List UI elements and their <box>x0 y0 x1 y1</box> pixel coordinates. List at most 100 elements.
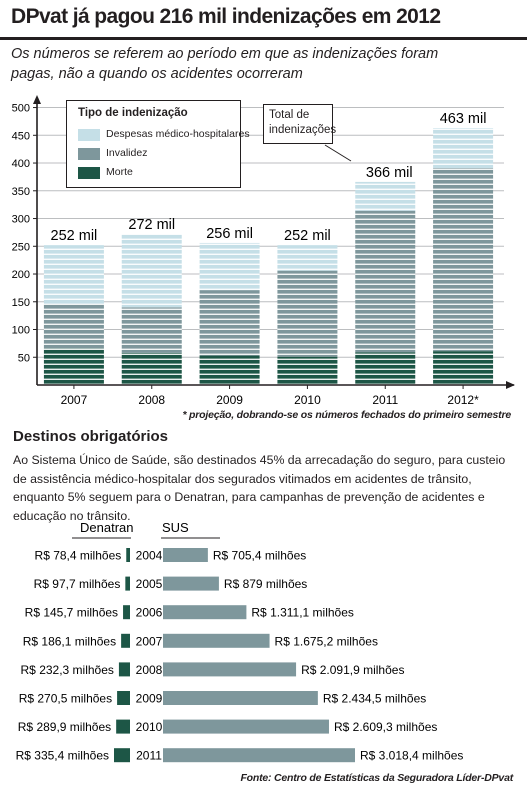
sus-value-label: R$ 879 milhões <box>224 577 307 591</box>
destination-bar-chart: Denatran SUS R$ 78,4 milhões 2004 R$ 705,4 m… <box>16 520 464 763</box>
bar-segment-despesas <box>121 234 182 308</box>
bar-segment-morte <box>199 355 260 385</box>
x-tick-label: 2012* <box>447 393 479 407</box>
sus-bar <box>163 691 318 705</box>
total-callout: Total de indenizações <box>263 104 336 144</box>
legend-swatch-morte <box>78 167 100 179</box>
sus-value-label: R$ 2.434,5 milhões <box>323 692 426 706</box>
legend-swatch-despesas <box>78 129 100 141</box>
y-tick-label: 450 <box>12 130 30 142</box>
x-tick-label: 2008 <box>138 393 165 407</box>
bar-segment-despesas <box>355 181 416 211</box>
callout-pointer <box>324 144 352 162</box>
x-axis-arrow <box>506 381 515 389</box>
bar-segment-invalidez <box>43 303 104 349</box>
y-tick-label: 200 <box>12 269 30 281</box>
sus-value-label: R$ 2.609,3 milhões <box>334 720 437 734</box>
denatran-bar <box>116 719 130 734</box>
year-label: 2009 <box>136 692 163 706</box>
section-text: Ao Sistema Único de Saúde, são destinado… <box>13 453 506 523</box>
denatran-bar <box>125 576 130 591</box>
bar-total-label: 256 mil <box>206 226 253 242</box>
y-tick-label: 150 <box>12 297 30 309</box>
denatran-value-label: R$ 78,4 milhões <box>35 549 122 563</box>
sus-value-label: R$ 1.311,1 milhões <box>251 606 354 620</box>
bar-segment-morte <box>277 356 338 385</box>
sus-bar <box>163 662 297 677</box>
denatran-bar <box>117 691 130 705</box>
y-tick-label: 350 <box>12 186 30 198</box>
x-tick-label: 2009 <box>216 393 243 407</box>
y-tick-label: 300 <box>12 214 30 226</box>
x-tick-label: 2010 <box>294 393 321 407</box>
sus-value-label: R$ 705,4 milhões <box>213 549 306 563</box>
legend-label-morte: Morte <box>106 166 133 178</box>
x-tick-label: 2007 <box>61 393 88 407</box>
y-tick-label: 50 <box>18 352 30 364</box>
denatran-value-label: R$ 145,7 milhões <box>25 606 118 620</box>
legend-label-invalidez: Invalidez <box>106 147 148 159</box>
legend-title: Tipo de indenização <box>78 107 188 119</box>
sus-bar <box>163 748 355 763</box>
bar-total-label: 366 mil <box>366 165 413 181</box>
bar-segment-despesas <box>433 128 494 169</box>
bar-segment-invalidez <box>277 270 338 357</box>
legend-swatch-invalidez <box>78 148 100 160</box>
denatran-bar <box>121 633 130 648</box>
denatran-header: Denatran <box>80 520 133 535</box>
bar-segment-despesas <box>199 242 260 291</box>
bar-segment-invalidez <box>433 168 494 352</box>
page-title: DPvat já pagou 216 mil indenizações em 2… <box>11 5 441 28</box>
year-label: 2005 <box>136 577 163 591</box>
section-title: Destinos obrigatórios <box>13 428 169 445</box>
y-tick-label: 100 <box>12 325 30 337</box>
sus-header: SUS <box>162 520 189 535</box>
x-tick-label: 2011 <box>372 393 398 407</box>
bar-segment-despesas <box>43 245 104 304</box>
footnote: * projeção, dobrando-se os números fecha… <box>182 409 511 421</box>
bar-total-label: 463 mil <box>440 111 487 127</box>
y-tick-label: 400 <box>12 158 30 170</box>
bar-segment-despesas <box>277 245 338 271</box>
denatran-bar <box>123 605 130 620</box>
bar-segment-morte <box>433 351 494 385</box>
year-label: 2010 <box>136 720 163 734</box>
denatran-value-label: R$ 97,7 milhões <box>34 577 121 591</box>
denatran-value-label: R$ 186,1 milhões <box>23 634 116 648</box>
year-label: 2006 <box>136 606 163 620</box>
bar-segment-morte <box>355 352 416 385</box>
y-tick-label: 250 <box>12 241 30 253</box>
denatran-bar <box>126 548 130 562</box>
sus-bar <box>163 548 208 562</box>
sus-bar <box>163 719 329 734</box>
year-label: 2008 <box>136 663 163 677</box>
sus-value-label: R$ 3.018,4 milhões <box>360 749 463 763</box>
title-rule <box>0 37 527 40</box>
sus-bar <box>163 605 247 620</box>
year-label: 2011 <box>136 749 162 763</box>
sus-value-label: R$ 2.091,9 milhões <box>301 663 404 677</box>
bar-segment-invalidez <box>355 210 416 353</box>
bar-total-label: 252 mil <box>284 228 331 244</box>
bar-segment-invalidez <box>121 307 182 353</box>
chart-legend: Tipo de indenização Despesas médico-hosp… <box>66 100 250 188</box>
denatran-value-label: R$ 270,5 milhões <box>19 692 112 706</box>
bar-segment-morte <box>121 352 182 385</box>
sus-bar <box>163 576 219 591</box>
bar-segment-morte <box>43 348 104 385</box>
source-note: Fonte: Centro de Estatísticas da Segurad… <box>240 772 513 784</box>
denatran-value-label: R$ 335,4 milhões <box>16 749 109 763</box>
year-label: 2004 <box>136 549 163 563</box>
denatran-bar <box>114 748 130 763</box>
bar-total-label: 252 mil <box>51 228 98 244</box>
y-axis-arrow <box>33 95 41 104</box>
legend-label-despesas: Despesas médico-hospitalares <box>106 128 250 140</box>
y-tick-label: 500 <box>12 103 30 115</box>
denatran-value-label: R$ 232,3 milhões <box>21 663 114 677</box>
sus-value-label: R$ 1.675,2 milhões <box>275 634 378 648</box>
stacked-bar-chart: 50 100 150 200 250 300 350 400 450 500 252 mil 2007… <box>12 95 515 407</box>
year-label: 2007 <box>136 634 163 648</box>
bar-segment-invalidez <box>199 290 260 356</box>
denatran-bar <box>118 662 130 677</box>
denatran-value-label: R$ 289,9 milhões <box>18 720 111 734</box>
